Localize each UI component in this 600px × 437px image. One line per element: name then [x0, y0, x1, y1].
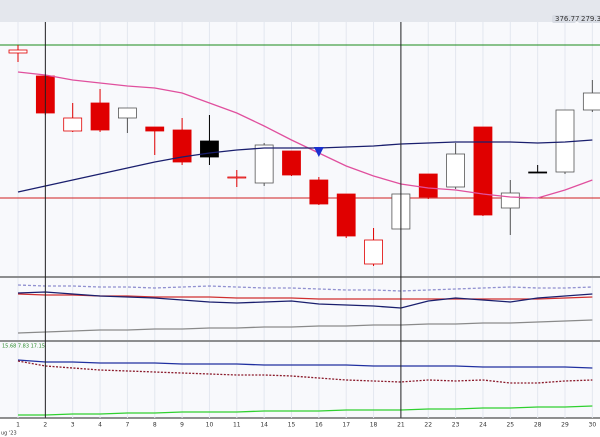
candle-body [200, 140, 219, 158]
x-tick-label: 24 [479, 422, 487, 429]
x-tick-label: 16 [315, 422, 323, 429]
candle-body [336, 193, 356, 237]
x-tick-label: 17 [342, 422, 350, 429]
header-value: 279.35 [581, 15, 600, 23]
date-label: ug '23 [1, 431, 17, 437]
candle-body [582, 92, 600, 111]
candle-body [90, 102, 110, 131]
candle-body [118, 107, 137, 119]
indicator-line [17, 291, 593, 309]
candle-body [227, 176, 247, 179]
indicator-line [17, 360, 593, 384]
candle-body [282, 150, 301, 176]
candle-body [418, 173, 438, 198]
x-tick-label: 2 [43, 422, 47, 429]
x-tick-label: 8 [153, 422, 157, 429]
candle-body [446, 153, 466, 188]
indicator-line [17, 319, 593, 334]
indicator-line [17, 284, 593, 292]
x-tick-label: 23 [452, 422, 460, 429]
candle-body [528, 171, 548, 174]
indicator-line [17, 359, 593, 369]
x-tick-label: 1 [16, 422, 20, 429]
x-tick-label: 21 [397, 422, 405, 429]
candle-body [309, 179, 329, 205]
x-tick-label: 15 [288, 422, 296, 429]
x-tick-label: 10 [206, 422, 214, 429]
header-value: 376.77 [555, 15, 580, 23]
x-tick-label: 3 [71, 422, 75, 429]
x-tick-label: 4 [98, 422, 102, 429]
signal-marker [313, 147, 324, 157]
candle-body [473, 126, 493, 216]
x-tick-label: 28 [534, 422, 542, 429]
x-tick-label: 7 [125, 422, 129, 429]
candle-body [364, 239, 383, 265]
indicator-line [17, 139, 593, 193]
candle-body [145, 126, 165, 132]
indicator-legend: 15.68 7.83 17.15 [2, 344, 45, 350]
candle-body [8, 49, 28, 54]
x-tick-label: 11 [233, 422, 241, 429]
candle-body [500, 192, 520, 209]
x-tick-label: 30 [589, 422, 597, 429]
toolbar [0, 0, 600, 22]
x-tick-label: 9 [180, 422, 184, 429]
x-tick-label: 25 [506, 422, 514, 429]
x-tick-label: 29 [561, 422, 569, 429]
indicator-line [17, 71, 593, 199]
indicator-line [18, 405, 593, 416]
x-tick-label: 14 [260, 422, 268, 429]
candle-body [254, 144, 274, 184]
x-tick-label: 22 [424, 422, 432, 429]
value-chip [578, 15, 600, 23]
candle-body [172, 129, 192, 163]
value-chip [552, 15, 576, 23]
x-tick-label: 18 [370, 422, 378, 429]
candle-body [63, 117, 83, 132]
